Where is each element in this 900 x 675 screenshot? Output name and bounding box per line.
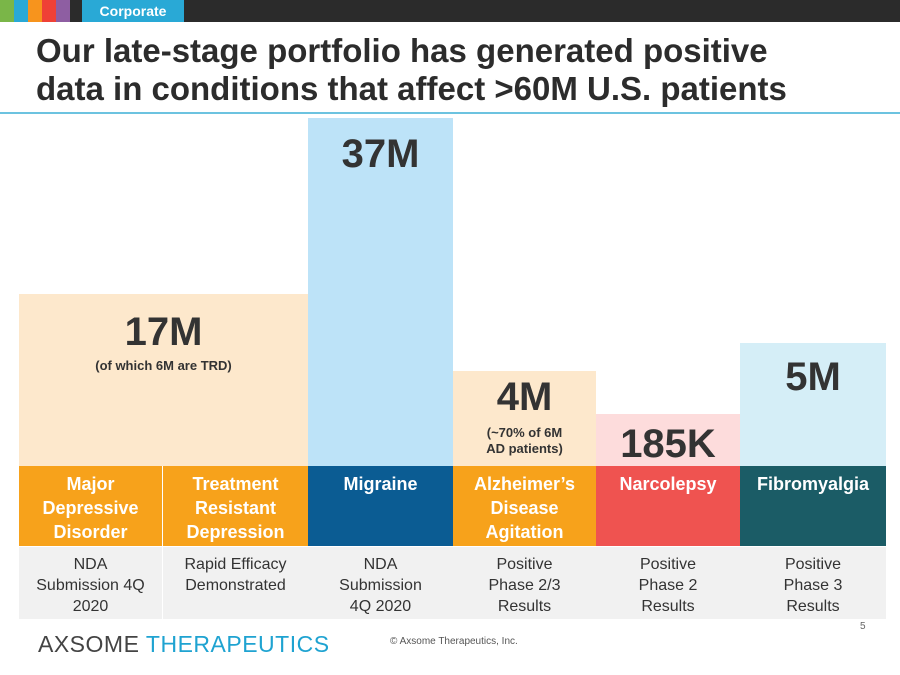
note-trd: (of which 6M are TRD) bbox=[95, 358, 232, 373]
page-number: 5 bbox=[860, 621, 866, 632]
title-divider bbox=[0, 112, 900, 114]
title-line-2: data in conditions that affect >60M U.S.… bbox=[36, 70, 787, 107]
value-17m: 17M bbox=[124, 310, 203, 354]
category-narcolepsy: Narcolepsy bbox=[596, 466, 740, 546]
category-trd: Treatment Resistant Depression bbox=[163, 466, 308, 546]
category-fibromyalgia: Fibromyalgia bbox=[740, 466, 886, 546]
status-trd: Rapid Efficacy Demonstrated bbox=[163, 547, 308, 619]
value-5m: 5M bbox=[785, 355, 841, 399]
accent-stripe-5 bbox=[56, 0, 70, 22]
title-line-1: Our late-stage portfolio has generated p… bbox=[36, 32, 768, 69]
status-migraine: NDA Submission 4Q 2020 bbox=[308, 547, 453, 619]
accent-stripe-1 bbox=[0, 0, 14, 22]
status-mdd: NDA Submission 4Q 2020 bbox=[19, 547, 162, 619]
value-4m: 4M bbox=[496, 375, 553, 419]
note-ad-patients: (~70% of 6M AD patients) bbox=[486, 425, 563, 456]
slide-title: Our late-stage portfolio has generated p… bbox=[36, 32, 876, 108]
logo-therapeutics: THERAPEUTICS bbox=[145, 631, 330, 657]
bar-mdd-trd: 17M (of which 6M are TRD) bbox=[19, 294, 308, 466]
accent-stripe-2 bbox=[14, 0, 28, 22]
copyright-text: © Axsome Therapeutics, Inc. bbox=[390, 636, 518, 647]
bar-narcolepsy: 185K bbox=[596, 414, 740, 466]
logo-axsome: AXSOME bbox=[38, 631, 140, 657]
category-migraine: Migraine bbox=[308, 466, 453, 546]
value-185k: 185K bbox=[620, 422, 716, 466]
top-bar bbox=[0, 0, 900, 22]
value-37m: 37M bbox=[341, 132, 420, 176]
accent-stripe-4 bbox=[42, 0, 56, 22]
category-mdd: Major Depressive Disorder bbox=[19, 466, 162, 546]
accent-stripe-3 bbox=[28, 0, 42, 22]
company-logo: AXSOME THERAPEUTICS bbox=[38, 631, 330, 658]
status-fibromyalgia: Positive Phase 3 Results bbox=[740, 547, 886, 619]
status-alzheimers: Positive Phase 2/3 Results bbox=[453, 547, 596, 619]
bar-migraine: 37M bbox=[308, 118, 453, 466]
category-alzheimers: Alzheimer’s Disease Agitation bbox=[453, 466, 596, 546]
bar-alzheimers: 4M (~70% of 6M AD patients) bbox=[453, 371, 596, 466]
corporate-tab: Corporate bbox=[82, 0, 184, 22]
bar-fibromyalgia: 5M bbox=[740, 343, 886, 466]
status-narcolepsy: Positive Phase 2 Results bbox=[596, 547, 740, 619]
